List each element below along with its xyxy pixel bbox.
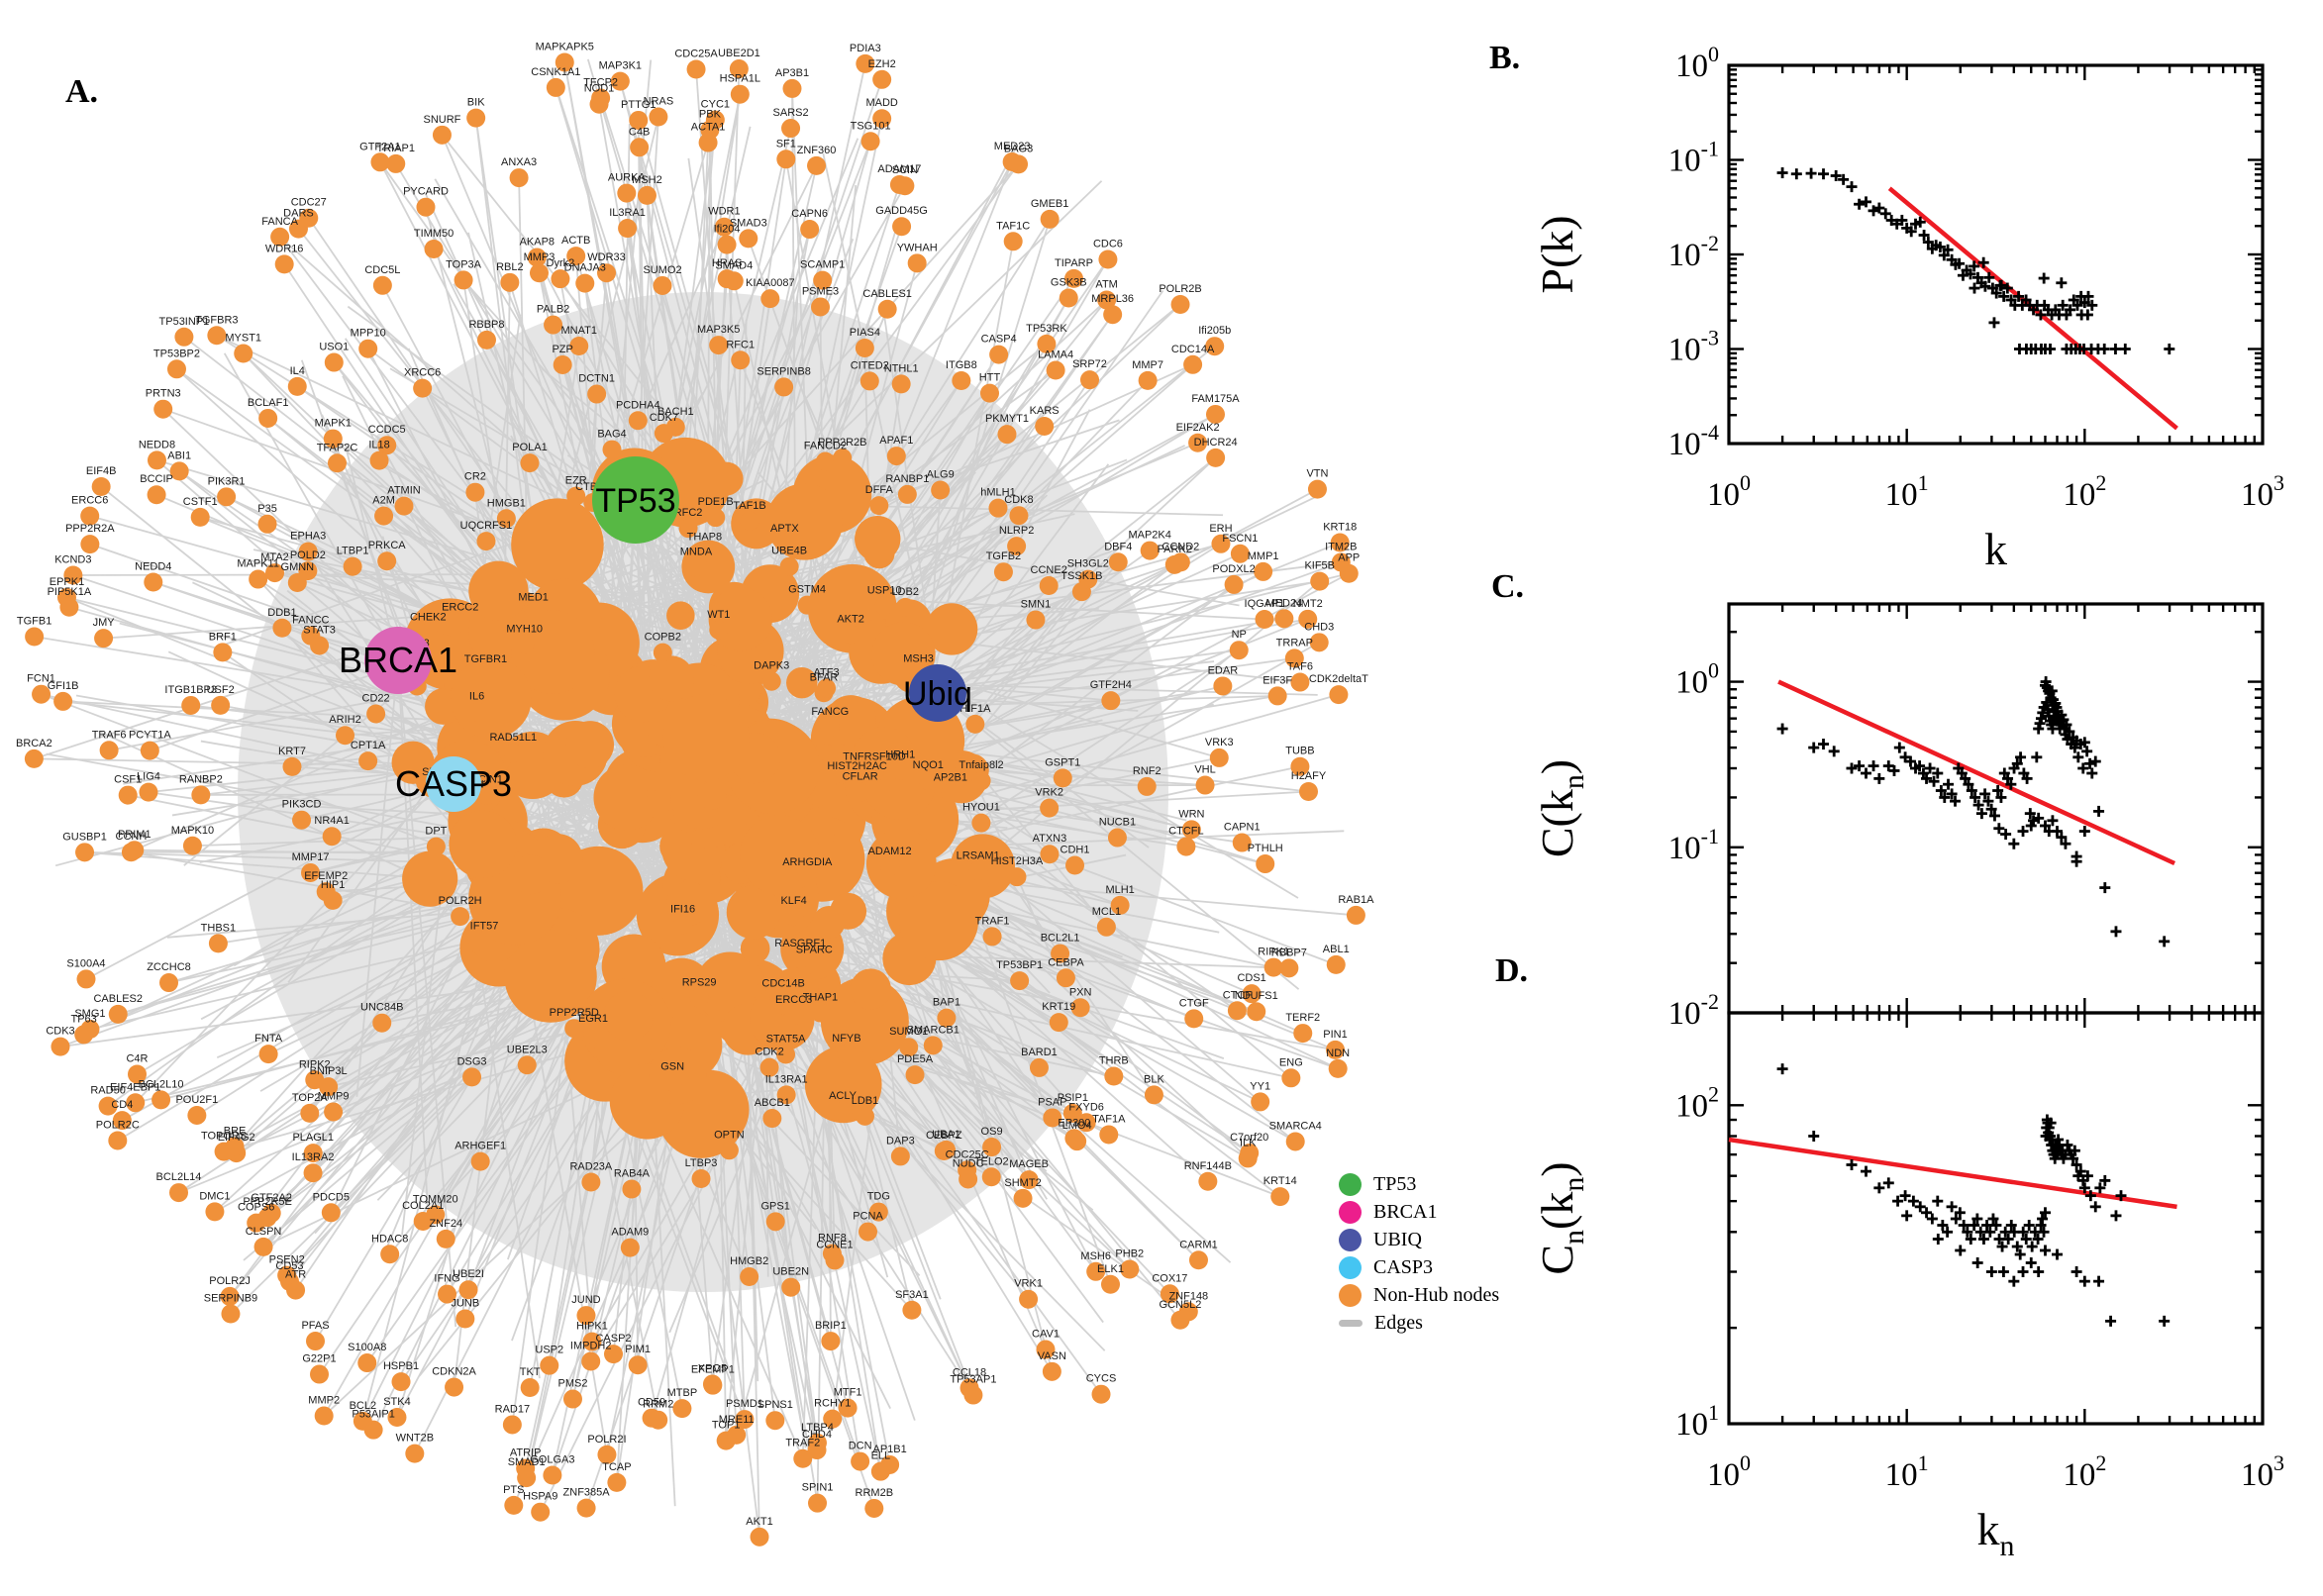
legend-item-brca1: BRCA1 <box>1339 1198 1499 1226</box>
legend-item-casp3: CASP3 <box>1339 1253 1499 1281</box>
axis-ticks <box>1727 1013 2265 1426</box>
svg-text:102: 102 <box>1675 1081 1719 1124</box>
legend-item-label: Non-Hub nodes <box>1373 1283 1500 1306</box>
hub-node-ubiq <box>909 664 966 722</box>
svg-text:101: 101 <box>1885 470 1929 513</box>
casp3-node-icon <box>1339 1255 1362 1279</box>
axis-tick-labels: 100 10-1 10-2 <box>1668 658 1719 1032</box>
ubiq-node-icon <box>1339 1228 1362 1251</box>
panel-c-plot: 100 10-1 10-2 C(kn​) <box>1532 602 2265 1032</box>
edge-line-icon <box>1339 1319 1363 1327</box>
axis-tick-labels: 100 10-1 10-2 10-3 10-4 100 101 102 103 <box>1668 42 2284 513</box>
legend-item-edges: Edges <box>1339 1309 1499 1337</box>
hub-nodes: TP53 BRCA1 Ubiq CASP3 <box>339 456 972 812</box>
legend-item-nonhub: Non-Hub nodes <box>1339 1281 1499 1309</box>
node-labels: TCAPIfi204TP53INP1P53AIP1H2AFYZCCHC8SMG1… <box>16 41 1374 1527</box>
panel-d-plot: 102 101 100 101 102 103 kn​ Cn​(kn​) <box>1532 1011 2284 1562</box>
axis-ticks <box>1727 63 2265 446</box>
tp53-node-icon <box>1339 1172 1362 1196</box>
y-axis-title: C(kn​) <box>1532 759 1590 857</box>
panel-d-letter: D. <box>1495 952 1529 989</box>
svg-text:100: 100 <box>1707 1450 1751 1493</box>
panel-c-letter: C. <box>1491 568 1525 605</box>
svg-text:10-4: 10-4 <box>1668 420 1719 462</box>
svg-text:102: 102 <box>2063 470 2106 513</box>
axis-tick-labels: 102 101 100 101 102 103 <box>1675 1081 2284 1493</box>
svg-text:100: 100 <box>1675 42 1719 84</box>
hub-label-brca1: BRCA1 <box>339 640 457 680</box>
axis-ticks <box>1727 604 2265 1015</box>
power-law-fit-line <box>1728 1137 2177 1210</box>
legend-item-ubiq: UBIQ <box>1339 1226 1499 1253</box>
core-node-cluster <box>391 437 1016 1158</box>
legend-item-label: TP53 <box>1373 1172 1417 1195</box>
x-axis-title: k <box>1984 524 2007 574</box>
scatter-points <box>1776 167 2175 354</box>
hub-label-tp53: TP53 <box>595 482 675 520</box>
svg-text:101: 101 <box>1675 1400 1719 1443</box>
hub-label-casp3: CASP3 <box>395 763 512 804</box>
scatter-points <box>1776 1063 2171 1327</box>
svg-text:103: 103 <box>2241 1450 2284 1493</box>
svg-text:103: 103 <box>2241 470 2284 513</box>
hub-node-tp53 <box>592 456 679 544</box>
protein-interaction-network: TCAPIfi204TP53INP1P53AIP1H2AFYZCCHC8SMG1… <box>16 41 1374 1546</box>
panel-b-letter: B. <box>1489 40 1521 76</box>
hub-label-ubiq: Ubiq <box>903 675 972 713</box>
legend-item-label: BRCA1 <box>1373 1200 1438 1223</box>
y-axis-title: Cn​(kn​) <box>1532 1161 1590 1274</box>
svg-text:10-2: 10-2 <box>1668 231 1719 273</box>
panel-b-plot: 100 10-1 10-2 10-3 10-4 100 101 102 103 k P(k) <box>1532 42 2284 574</box>
panel-a-letter: A. <box>65 73 99 110</box>
power-law-fit-line <box>1777 679 2176 866</box>
svg-text:102: 102 <box>2063 1450 2106 1493</box>
svg-text:10-1: 10-1 <box>1668 137 1719 179</box>
hub-node-casp3 <box>426 756 481 812</box>
svg-text:100: 100 <box>1707 470 1751 513</box>
non-hub-nodes <box>24 52 1365 1546</box>
legend-item-label: Edges <box>1374 1311 1423 1334</box>
svg-text:101: 101 <box>1885 1450 1929 1493</box>
svg-text:100: 100 <box>1675 658 1719 701</box>
brca1-node-icon <box>1339 1200 1362 1224</box>
network-legend: TP53 BRCA1 UBIQ CASP3 Non-Hub nodes Edge… <box>1339 1170 1499 1337</box>
x-axis-title: kn​ <box>1977 1504 2015 1562</box>
y-axis-title: P(k) <box>1532 215 1582 293</box>
nonhub-node-icon <box>1339 1283 1362 1307</box>
hub-node-brca1 <box>364 627 432 694</box>
legend-item-tp53: TP53 <box>1339 1170 1499 1198</box>
svg-text:10-2: 10-2 <box>1668 989 1719 1032</box>
svg-text:10-1: 10-1 <box>1668 824 1719 866</box>
svg-text:10-3: 10-3 <box>1668 326 1719 368</box>
legend-item-label: CASP3 <box>1373 1255 1434 1278</box>
legend-item-label: UBIQ <box>1373 1228 1422 1250</box>
scatter-points <box>1776 676 2171 948</box>
